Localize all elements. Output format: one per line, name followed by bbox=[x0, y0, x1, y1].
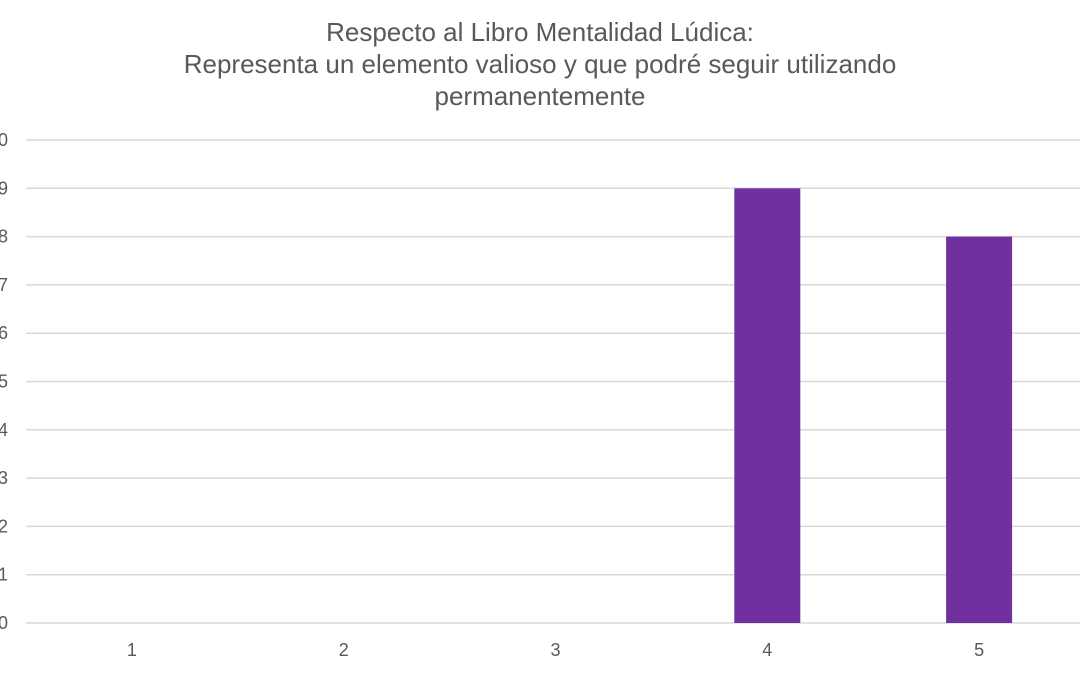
y-tick-label: 9 bbox=[0, 178, 8, 198]
y-tick-label: 5 bbox=[0, 372, 8, 392]
x-tick-label: 5 bbox=[974, 640, 984, 660]
bar-4 bbox=[734, 188, 801, 624]
chart-title: Respecto al Libro Mentalidad Lúdica: Rep… bbox=[0, 16, 1080, 112]
x-tick-label: 1 bbox=[127, 640, 137, 660]
x-tick-label: 4 bbox=[762, 640, 772, 660]
y-tick-label: 0 bbox=[0, 613, 8, 633]
y-tick-label: 3 bbox=[0, 468, 8, 488]
y-tick-label: 4 bbox=[0, 420, 8, 440]
y-tick-label: 2 bbox=[0, 516, 8, 536]
y-tick-label: 6 bbox=[0, 323, 8, 343]
y-tick-label: 1 bbox=[0, 565, 8, 585]
chart-title-line-1: Respecto al Libro Mentalidad Lúdica: bbox=[326, 17, 754, 47]
y-tick-label: 10 bbox=[0, 130, 8, 150]
x-tick-label: 3 bbox=[550, 640, 560, 660]
bar-5 bbox=[946, 236, 1013, 623]
chart-title-line-3: permanentemente bbox=[434, 81, 646, 111]
chart-title-line-2: Representa un elemento valioso y que pod… bbox=[183, 49, 897, 79]
y-tick-label: 8 bbox=[0, 227, 8, 247]
x-tick-label: 2 bbox=[339, 640, 349, 660]
y-tick-label: 7 bbox=[0, 275, 8, 295]
